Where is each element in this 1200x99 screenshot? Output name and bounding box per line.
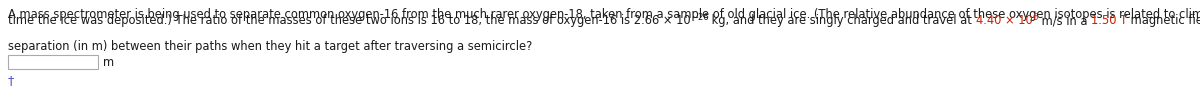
Text: 4.40 × 10: 4.40 × 10 <box>976 14 1032 27</box>
Text: †: † <box>8 74 14 87</box>
Text: separation (in m) between their paths when they hit a target after traversing a : separation (in m) between their paths wh… <box>8 40 533 53</box>
Text: m: m <box>103 56 114 69</box>
Text: 6: 6 <box>1032 13 1038 22</box>
Text: kg, and they are singly charged and travel at: kg, and they are singly charged and trav… <box>708 14 976 27</box>
Text: m/s in a: m/s in a <box>1038 14 1091 27</box>
Text: magnetic field. What is the: magnetic field. What is the <box>1127 14 1200 27</box>
Text: A mass spectrometer is being used to separate common oxygen-16 from the much rar: A mass spectrometer is being used to sep… <box>8 8 1200 21</box>
Text: −26: −26 <box>691 13 708 22</box>
Bar <box>8 55 98 69</box>
Text: 1.50 T: 1.50 T <box>1091 14 1127 27</box>
Text: time the ice was deposited.) The ratio of the masses of these two ions is 16 to : time the ice was deposited.) The ratio o… <box>8 14 691 27</box>
